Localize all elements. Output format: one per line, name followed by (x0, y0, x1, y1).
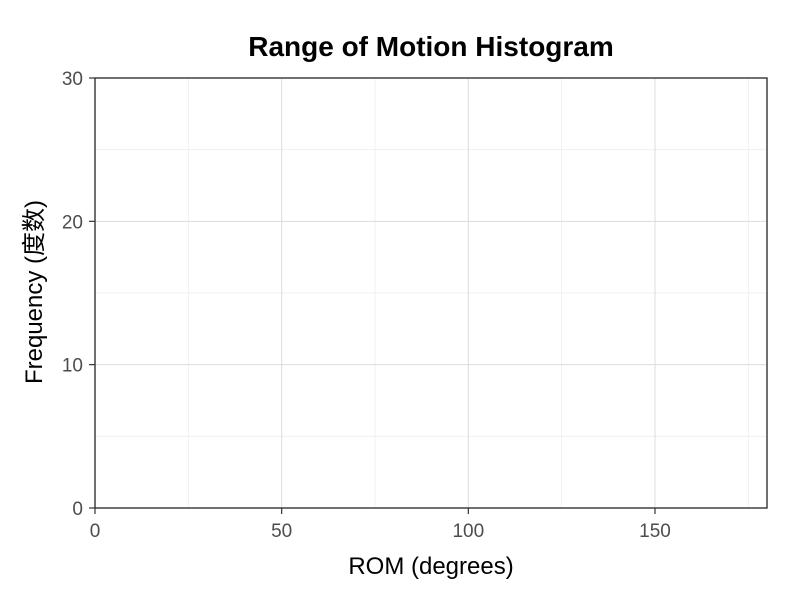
x-tick-label: 0 (90, 521, 101, 542)
chart-title: Range of Motion Histogram (248, 31, 614, 62)
y-axis-title: Frequency (度数) (21, 200, 48, 384)
grid-lines (94, 77, 767, 509)
y-tick-label: 0 (72, 499, 83, 520)
y-tick-label: 30 (62, 69, 83, 90)
plot-panel-border (94, 77, 768, 509)
x-axis-title: ROM (degrees) (348, 553, 513, 580)
y-tick-label: 20 (62, 212, 83, 233)
y-tick-label: 10 (62, 356, 83, 377)
x-tick-label: 100 (452, 521, 484, 542)
x-tick-label: 50 (271, 521, 292, 542)
axis-ticks: 0 50 100 150 0 10 20 30 (62, 69, 671, 542)
x-tick-label: 150 (639, 521, 671, 542)
